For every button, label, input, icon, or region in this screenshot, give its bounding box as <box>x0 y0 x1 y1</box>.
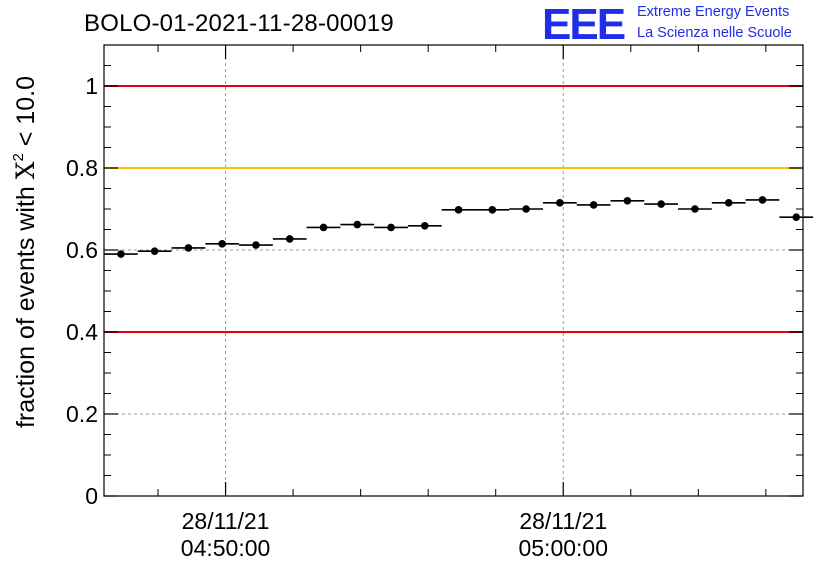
x-tick-label-time: 05:00:00 <box>518 535 608 561</box>
data-point <box>711 199 746 207</box>
data-marker <box>252 241 260 249</box>
x-tick-label-time: 04:50:00 <box>181 535 271 561</box>
y-tick-label: 0 <box>85 483 98 509</box>
data-marker <box>184 244 193 252</box>
data-points <box>104 196 814 258</box>
y-axis-label-prefix: fraction of events with <box>12 179 40 428</box>
eee-logo: EEE Extreme Energy Events La Scienza nel… <box>542 0 832 49</box>
eee-logo-mark: EEE <box>542 0 626 49</box>
data-marker <box>319 223 328 232</box>
grid-lines <box>104 45 803 496</box>
data-point <box>678 205 712 213</box>
reference-lines <box>104 85 803 333</box>
logo-line-1: Extreme Energy Events <box>637 4 790 20</box>
data-marker <box>522 205 530 213</box>
data-point <box>374 223 408 232</box>
y-tick-label: 0.4 <box>66 319 98 345</box>
data-marker <box>353 220 362 229</box>
data-point <box>509 205 543 213</box>
data-marker <box>758 196 767 204</box>
data-marker <box>691 205 699 213</box>
data-marker <box>454 206 463 214</box>
data-marker <box>150 247 159 256</box>
data-point <box>104 250 138 258</box>
data-point <box>610 197 645 205</box>
data-marker <box>420 222 429 230</box>
data-point <box>475 206 510 214</box>
x-tick-label-date: 28/11/21 <box>519 508 607 534</box>
data-marker <box>792 213 801 221</box>
y-tick-label: 0.6 <box>66 237 98 263</box>
data-marker <box>218 240 226 248</box>
y-tick-label: 1 <box>85 73 98 99</box>
axes: 00.20.40.60.8128/11/2104:50:0028/11/2105… <box>66 44 804 561</box>
data-marker <box>724 199 733 207</box>
data-point <box>779 213 814 221</box>
y-axis-label-superscript: 2 <box>10 153 27 161</box>
data-point <box>205 240 240 248</box>
y-axis-label: fraction of events with X2 < 10.0 <box>10 76 40 428</box>
y-tick-label: 0.8 <box>66 155 98 181</box>
data-point <box>239 241 273 249</box>
data-point <box>137 247 172 256</box>
data-marker <box>387 223 395 232</box>
data-point <box>542 199 577 207</box>
plot-frame <box>103 44 804 497</box>
data-point <box>171 244 206 252</box>
y-tick-label: 0.2 <box>66 401 98 427</box>
data-point <box>340 220 375 229</box>
data-marker <box>623 197 632 205</box>
x-tick-label-date: 28/11/21 <box>182 508 270 534</box>
data-marker <box>556 199 564 207</box>
data-point <box>272 235 307 243</box>
data-point <box>407 222 442 230</box>
data-point <box>745 196 780 204</box>
logo-line-2: La Scienza nelle Scuole <box>637 25 792 41</box>
data-marker <box>285 235 294 243</box>
data-marker <box>589 201 598 209</box>
data-marker <box>117 250 125 258</box>
data-point <box>576 201 611 209</box>
y-axis-label-symbol: X <box>11 161 40 179</box>
y-axis-label-suffix: < 10.0 <box>12 76 40 153</box>
run-title: BOLO-01-2021-11-28-00019 <box>84 10 394 37</box>
data-point <box>441 206 476 214</box>
data-marker <box>488 206 497 214</box>
data-marker <box>657 200 665 208</box>
data-point <box>644 200 679 208</box>
data-point <box>306 223 341 232</box>
